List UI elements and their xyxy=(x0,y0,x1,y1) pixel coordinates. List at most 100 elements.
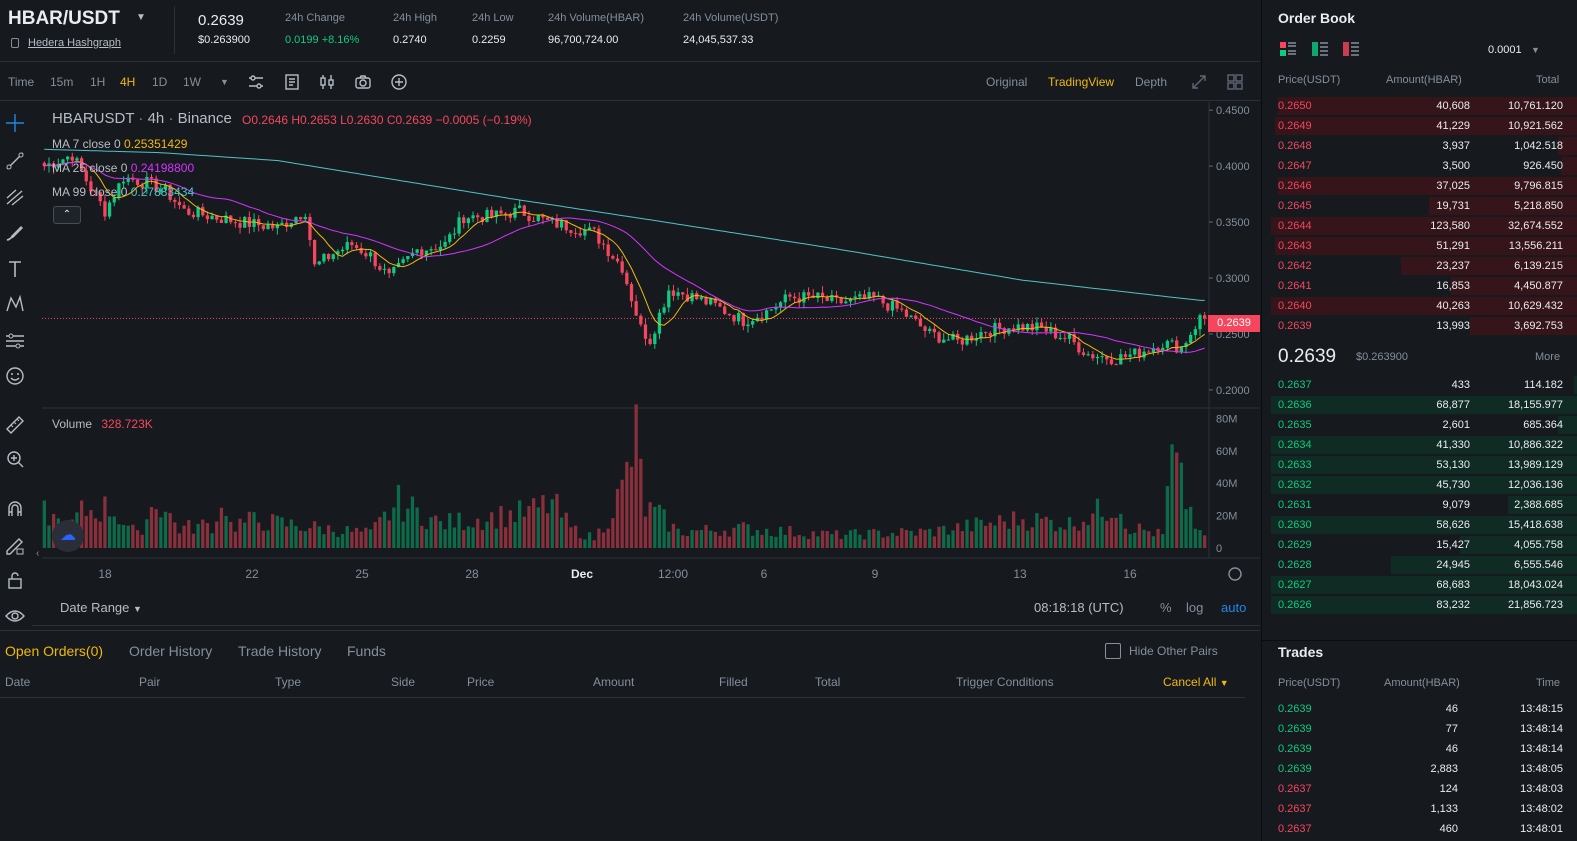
percent-scale-button[interactable]: % xyxy=(1160,600,1172,615)
ask-row[interactable]: 0.2648 3,937 1,042.518 xyxy=(1262,136,1577,156)
order-book-more-link[interactable]: More xyxy=(1535,351,1561,363)
tab-order-history[interactable]: Order History xyxy=(129,643,213,659)
fullscreen-icon[interactable] xyxy=(1190,73,1208,91)
tab-funds[interactable]: Funds xyxy=(347,643,386,659)
utc-clock[interactable]: 08:18:18 (UTC) xyxy=(1034,600,1124,615)
trade-time: 13:48:02 xyxy=(1520,803,1563,815)
bid-row[interactable]: 0.2627 68,683 18,043.024 xyxy=(1262,575,1577,595)
indicator-template-icon[interactable] xyxy=(283,73,301,91)
ask-row[interactable]: 0.2645 19,731 5,218.850 xyxy=(1262,196,1577,216)
tab-trade-history[interactable]: Trade History xyxy=(238,643,322,659)
candle-body xyxy=(872,292,876,297)
ruler-icon[interactable] xyxy=(3,414,27,438)
lock-icon[interactable] xyxy=(3,569,27,593)
auto-scale-button[interactable]: auto xyxy=(1221,600,1247,615)
bid-row[interactable]: 0.2632 45,730 12,036.136 xyxy=(1262,475,1577,495)
ask-row[interactable]: 0.2640 40,263 10,629.432 xyxy=(1262,296,1577,316)
volume-bar xyxy=(1142,529,1146,548)
volume-bar xyxy=(504,527,508,548)
candle-body xyxy=(751,321,755,325)
timeframe-1d[interactable]: 1D xyxy=(152,75,168,89)
emoji-icon[interactable] xyxy=(3,365,27,389)
bid-row[interactable]: 0.2636 68,877 18,155.977 xyxy=(1262,395,1577,415)
candle-type-icon[interactable] xyxy=(318,73,336,91)
magnet-icon[interactable] xyxy=(3,498,27,522)
trade-row: 0.2637 124 13:48:03 xyxy=(1262,779,1577,799)
date-range-button[interactable]: Date Range ▼ xyxy=(60,600,142,615)
tab-open-orders[interactable]: Open Orders(0) xyxy=(5,643,104,659)
prediction-tool-icon[interactable] xyxy=(3,330,27,354)
pattern-tool-icon[interactable] xyxy=(3,293,27,317)
volume-bar xyxy=(289,519,293,548)
bid-row[interactable]: 0.2629 15,427 4,055.758 xyxy=(1262,535,1577,555)
bid-row[interactable]: 0.2635 2,601 685.364 xyxy=(1262,415,1577,435)
settings-sliders-icon[interactable] xyxy=(247,73,265,91)
timeframe-1h[interactable]: 1H xyxy=(90,75,106,89)
candle-body xyxy=(648,338,652,345)
visibility-eye-icon[interactable] xyxy=(3,605,27,629)
volume-bar xyxy=(410,496,415,548)
fib-tool-icon[interactable] xyxy=(3,186,27,210)
ask-row[interactable]: 0.2642 23,237 6,139.215 xyxy=(1262,256,1577,276)
timeframe-time[interactable]: Time xyxy=(8,75,35,89)
ask-row[interactable]: 0.2650 40,608 10,761.120 xyxy=(1262,96,1577,116)
lock-drawing-icon[interactable] xyxy=(3,534,27,558)
chevron-down-icon[interactable]: ▼ xyxy=(1531,45,1540,55)
hide-other-pairs-checkbox[interactable] xyxy=(1105,643,1121,659)
log-scale-button[interactable]: log xyxy=(1186,600,1204,615)
timeframe-4h[interactable]: 4H xyxy=(120,75,136,89)
ask-row[interactable]: 0.2641 16,853 4,450.877 xyxy=(1262,276,1577,296)
pair-dropdown-icon[interactable]: ▼ xyxy=(136,12,146,23)
order-book-asks-icon[interactable] xyxy=(1343,42,1359,57)
bid-row[interactable]: 0.2630 58,626 15,418.638 xyxy=(1262,515,1577,535)
ask-row[interactable]: 0.2649 41,229 10,921.562 xyxy=(1262,116,1577,136)
ma99-line xyxy=(44,148,1205,301)
order-book-both-icon[interactable] xyxy=(1280,42,1296,57)
add-indicator-icon[interactable] xyxy=(390,73,408,91)
trend-line-icon[interactable] xyxy=(3,150,27,174)
timeframe-1w[interactable]: 1W xyxy=(183,75,201,89)
layout-grid-icon[interactable] xyxy=(1226,73,1244,91)
price-chart[interactable]: 0.45000.40000.35000.30000.25000.200080M6… xyxy=(0,0,1260,590)
candle-body xyxy=(1193,329,1197,335)
candle-body xyxy=(215,215,219,220)
ask-row[interactable]: 0.2646 37,025 9,796.815 xyxy=(1262,176,1577,196)
pair-symbol[interactable]: HBAR/USDT xyxy=(8,8,120,29)
view-depth[interactable]: Depth xyxy=(1135,75,1168,89)
hide-other-pairs-label[interactable]: Hide Other Pairs xyxy=(1129,644,1218,658)
ask-row[interactable]: 0.2643 51,291 13,556.211 xyxy=(1262,236,1577,256)
view-tradingview[interactable]: TradingView xyxy=(1048,75,1115,89)
legend-low: L0.2630 xyxy=(340,113,384,127)
candle-body xyxy=(769,309,773,311)
bid-row[interactable]: 0.2626 83,232 21,856.723 xyxy=(1262,595,1577,615)
order-book-bids-icon[interactable] xyxy=(1312,42,1328,57)
crosshair-icon[interactable] xyxy=(3,112,27,136)
ask-row[interactable]: 0.2639 13,993 3,692.753 xyxy=(1262,316,1577,336)
ask-row[interactable]: 0.2644 123,580 32,674.552 xyxy=(1262,216,1577,236)
text-tool-icon[interactable] xyxy=(3,258,27,282)
camera-icon[interactable] xyxy=(354,73,372,91)
cancel-all-button[interactable]: Cancel All ▼ xyxy=(1163,675,1229,689)
bid-row[interactable]: 0.2628 24,945 6,555.546 xyxy=(1262,555,1577,575)
candle-body xyxy=(881,295,885,304)
timeframe-15m[interactable]: 15m xyxy=(50,75,74,89)
tradingview-logo-icon[interactable]: ☁ xyxy=(52,520,84,552)
brush-icon[interactable] xyxy=(3,222,27,246)
bid-row[interactable]: 0.2637 433 114.182 xyxy=(1262,375,1577,395)
bid-row[interactable]: 0.2631 9,079 2,388.685 xyxy=(1262,495,1577,515)
stat-24h-high: 24h High 0.2740 xyxy=(393,12,437,46)
collapse-legend-button[interactable]: ⌃ xyxy=(53,206,81,224)
bid-row[interactable]: 0.2634 41,330 10,886.322 xyxy=(1262,435,1577,455)
zoom-in-icon[interactable] xyxy=(3,448,27,472)
view-original[interactable]: Original xyxy=(986,75,1028,89)
timeframe-more-icon[interactable]: ▼ xyxy=(220,77,229,87)
bid-total: 15,418.638 xyxy=(1507,519,1563,531)
precision-select[interactable]: 0.0001 xyxy=(1488,44,1522,56)
ask-row[interactable]: 0.2647 3,500 926.450 xyxy=(1262,156,1577,176)
volume-axis-tick: 20M xyxy=(1216,511,1237,523)
candle-body xyxy=(182,205,186,209)
volume-bar xyxy=(1109,517,1114,548)
ask-price: 0.2648 xyxy=(1278,140,1312,152)
bid-row[interactable]: 0.2633 53,130 13,989.129 xyxy=(1262,455,1577,475)
pair-full-name-link[interactable]: Hedera Hashgraph xyxy=(28,37,121,49)
